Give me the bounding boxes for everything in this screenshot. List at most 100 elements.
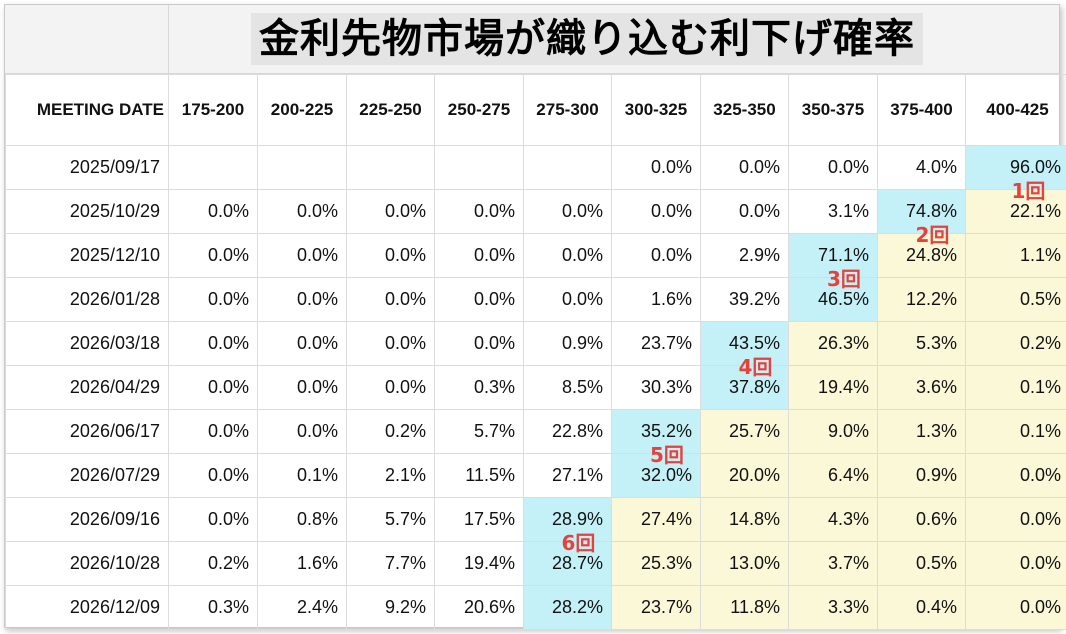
probability-cell bbox=[168, 145, 258, 190]
probability-cell: 2.9% bbox=[700, 233, 789, 278]
probability-cell: 0.8% bbox=[257, 497, 347, 542]
probability-cell: 46.5% bbox=[788, 277, 878, 322]
page-title: 金利先物市場が織り込む利下げ確率 bbox=[251, 13, 923, 65]
meeting-date-cell: 2025/12/10 bbox=[5, 233, 169, 278]
table-row: 2025/09/17 0.0% 0.0% 0.0% 4.0% 96.0% bbox=[5, 145, 1066, 190]
probability-cell: 0.0% bbox=[523, 277, 612, 322]
meeting-date-cell: 2026/10/28 bbox=[5, 541, 169, 586]
probability-cell: 23.7% bbox=[611, 321, 701, 366]
probability-cell: 0.0% bbox=[965, 585, 1066, 630]
table-row: 2025/12/10 0.0% 0.0% 0.0% 0.0% 0.0% 0.0% 2.9% 71… bbox=[5, 233, 1066, 278]
rate-range-header: 225-250 bbox=[346, 74, 435, 146]
probability-cell: 0.5% bbox=[877, 541, 966, 586]
probability-cell bbox=[257, 145, 347, 190]
probability-cell: 3.6% bbox=[877, 365, 966, 410]
table-row: 2026/01/28 0.0% 0.0% 0.0% 0.0% 0.0% 1.6% 39.2% 4… bbox=[5, 277, 1066, 322]
probability-cell: 0.0% bbox=[346, 365, 435, 410]
probability-cell: 19.4% bbox=[788, 365, 878, 410]
probability-cell: 5.3% bbox=[877, 321, 966, 366]
probability-cell: 14.8% bbox=[700, 497, 789, 542]
rate-probability-table: MEETING DATE 175-200 200-225 225-250 250-275… bbox=[5, 74, 1066, 630]
probability-cell: 5.7% bbox=[346, 497, 435, 542]
probability-cell: 0.0% bbox=[168, 277, 258, 322]
probability-cell: 20.0% bbox=[700, 453, 789, 498]
rate-range-header: 275-300 bbox=[523, 74, 612, 146]
probability-cell: 1.3% bbox=[877, 409, 966, 454]
probability-cell: 0.0% bbox=[257, 233, 347, 278]
probability-cell: 0.0% bbox=[611, 233, 701, 278]
probability-cell bbox=[523, 145, 612, 190]
probability-table-panel: 金利先物市場が織り込む利下げ確率 MEETING DATE 175-200 200-… bbox=[4, 4, 1066, 630]
probability-cell: 28.7% bbox=[523, 541, 612, 586]
probability-cell bbox=[346, 145, 435, 190]
probability-cell: 0.2% bbox=[168, 541, 258, 586]
probability-cell: 0.0% bbox=[257, 189, 347, 234]
probability-cell: 0.0% bbox=[965, 497, 1066, 542]
meeting-date-cell: 2026/04/29 bbox=[5, 365, 169, 410]
probability-cell: 0.0% bbox=[257, 409, 347, 454]
meeting-date-cell: 2025/09/17 bbox=[5, 145, 169, 190]
probability-cell: 11.8% bbox=[700, 585, 789, 630]
table-row: 2026/06/17 0.0% 0.0% 0.2% 5.7% 22.8% 35.2% 25.7… bbox=[5, 409, 1066, 454]
rate-range-header: 400-425 bbox=[965, 74, 1066, 146]
table-row: 2025/10/29 0.0% 0.0% 0.0% 0.0% 0.0% 0.0% 0.0% 3.… bbox=[5, 189, 1066, 234]
probability-cell: 23.7% bbox=[611, 585, 701, 630]
cut-count-marker: 6回 bbox=[561, 530, 596, 555]
probability-cell: 3.7% bbox=[788, 541, 878, 586]
probability-cell: 4.3% bbox=[788, 497, 878, 542]
title-row: 金利先物市場が織り込む利下げ確率 bbox=[5, 5, 1059, 74]
meeting-date-header: MEETING DATE bbox=[5, 74, 169, 146]
probability-cell: 26.3% bbox=[788, 321, 878, 366]
table-row: 2026/03/18 0.0% 0.0% 0.0% 0.0% 0.9% 23.7% 43.5%… bbox=[5, 321, 1066, 366]
probability-cell: 7.7% bbox=[346, 541, 435, 586]
probability-cell: 0.0% bbox=[346, 189, 435, 234]
probability-cell: 0.0% bbox=[168, 453, 258, 498]
probability-cell: 0.0% bbox=[434, 321, 524, 366]
probability-cell: 0.0% bbox=[257, 365, 347, 410]
cut-count-marker: 4回 bbox=[738, 354, 773, 379]
probability-cell: 0.0% bbox=[434, 189, 524, 234]
probability-cell: 1.6% bbox=[611, 277, 701, 322]
probability-cell: 0.1% bbox=[257, 453, 347, 498]
probability-cell: 4.0% bbox=[877, 145, 966, 190]
meeting-date-cell: 2025/10/29 bbox=[5, 189, 169, 234]
probability-cell: 0.0% bbox=[965, 541, 1066, 586]
meeting-date-cell: 2026/12/09 bbox=[5, 585, 169, 630]
probability-cell: 1.1% bbox=[965, 233, 1066, 278]
probability-cell: 1.6% bbox=[257, 541, 347, 586]
probability-cell: 27.1% bbox=[523, 453, 612, 498]
probability-cell: 30.3% bbox=[611, 365, 701, 410]
probability-cell: 0.0% bbox=[700, 189, 789, 234]
probability-cell: 27.4% bbox=[611, 497, 701, 542]
meeting-date-cell: 2026/01/28 bbox=[5, 277, 169, 322]
probability-cell: 5.7% bbox=[434, 409, 524, 454]
probability-cell: 0.0% bbox=[523, 233, 612, 278]
rate-range-header: 300-325 bbox=[611, 74, 701, 146]
probability-cell: 0.2% bbox=[965, 321, 1066, 366]
probability-cell: 11.5% bbox=[434, 453, 524, 498]
probability-cell: 3.1% bbox=[788, 189, 878, 234]
probability-cell: 0.1% bbox=[965, 365, 1066, 410]
probability-cell: 0.6% bbox=[877, 497, 966, 542]
probability-cell: 28.9% bbox=[523, 497, 612, 542]
cut-count-marker: 5回 bbox=[650, 442, 684, 467]
probability-cell: 25.7% bbox=[700, 409, 789, 454]
table-row: 2026/10/28 0.2% 1.6% 7.7% 19.4% 28.7% 25.3% 13.… bbox=[5, 541, 1066, 586]
cut-count-marker: 3回 bbox=[827, 266, 861, 291]
probability-cell: 0.0% bbox=[788, 145, 878, 190]
probability-cell: 2.4% bbox=[257, 585, 347, 630]
probability-cell: 0.3% bbox=[168, 585, 258, 630]
probability-cell: 0.0% bbox=[168, 365, 258, 410]
probability-cell: 9.0% bbox=[788, 409, 878, 454]
probability-cell: 39.2% bbox=[700, 277, 789, 322]
probability-cell: 0.0% bbox=[965, 453, 1066, 498]
cut-count-marker: 2回 bbox=[915, 222, 950, 247]
probability-cell: 43.5% bbox=[700, 321, 789, 366]
rate-range-header: 375-400 bbox=[877, 74, 966, 146]
probability-cell: 96.0% bbox=[965, 145, 1066, 190]
probability-cell: 0.0% bbox=[346, 233, 435, 278]
probability-cell: 0.3% bbox=[434, 365, 524, 410]
table-row: 2026/09/16 0.0% 0.8% 5.7% 17.5% 28.9% 27.4% 14.… bbox=[5, 497, 1066, 542]
probability-cell: 9.2% bbox=[346, 585, 435, 630]
probability-cell: 12.2% bbox=[877, 277, 966, 322]
